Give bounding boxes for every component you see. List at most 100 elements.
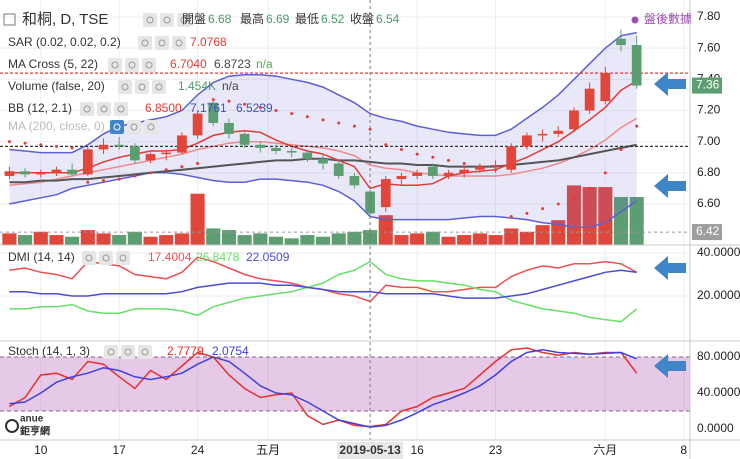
icon-box bbox=[138, 36, 152, 50]
crosshair-date: 2019-05-13 bbox=[339, 443, 401, 457]
icon-box bbox=[118, 80, 132, 94]
volume-bar bbox=[535, 225, 550, 245]
icon-box bbox=[121, 345, 135, 359]
indicator-name: MA Cross (5, 22) bbox=[8, 57, 98, 71]
icon-box bbox=[138, 345, 152, 359]
icon-box bbox=[177, 13, 191, 27]
volume-bar bbox=[237, 235, 252, 245]
sar-dot bbox=[541, 207, 545, 211]
legend-icon-eye[interactable] bbox=[138, 36, 152, 50]
stoch-line bbox=[9, 347, 638, 428]
candle-body bbox=[443, 172, 454, 176]
candle-body bbox=[20, 171, 30, 175]
icon-box bbox=[135, 80, 149, 94]
legend-icon-eye[interactable] bbox=[108, 58, 122, 72]
last-price: 7.36 bbox=[696, 78, 720, 92]
volume-bar bbox=[394, 235, 409, 245]
y-tick-label: 7.60 bbox=[697, 40, 721, 54]
volume-bar bbox=[472, 233, 487, 245]
candle-body bbox=[82, 149, 93, 175]
volume-bar bbox=[112, 235, 127, 245]
icon-glyph bbox=[130, 123, 138, 131]
legend-icon-eye[interactable] bbox=[110, 120, 124, 134]
candle-body bbox=[365, 191, 375, 214]
volume-bar bbox=[18, 235, 33, 245]
indicator-value: 6.7040 bbox=[170, 57, 207, 71]
volume-bar bbox=[347, 231, 362, 245]
legend-icon-close[interactable] bbox=[114, 102, 128, 116]
legend-icon-gear[interactable] bbox=[121, 345, 135, 359]
ohlc-value: 6.69 bbox=[266, 12, 290, 26]
badge-dot bbox=[631, 16, 639, 24]
legend-icon-close[interactable] bbox=[144, 120, 158, 134]
sar-dot bbox=[39, 143, 43, 147]
candle-body bbox=[239, 133, 250, 145]
icon-box bbox=[125, 58, 139, 72]
volume-bar bbox=[2, 233, 17, 245]
candle-body bbox=[177, 135, 187, 153]
sar-dot bbox=[321, 118, 325, 122]
ohlc-label: 開盤 bbox=[182, 12, 206, 26]
indicator-name: SAR (0.02, 0.02, 0.2) bbox=[8, 35, 121, 49]
candle-body bbox=[631, 45, 642, 86]
legend-icon-close[interactable] bbox=[177, 13, 191, 27]
legend-icon-eye[interactable] bbox=[143, 13, 157, 27]
x-tick-label: 16 bbox=[410, 443, 424, 457]
sar-dot bbox=[384, 143, 388, 147]
y-tick-label: 20.0000 bbox=[697, 288, 740, 302]
pointer-arrow bbox=[654, 174, 686, 198]
pointer-arrow bbox=[654, 256, 686, 280]
legend-icon-eye[interactable] bbox=[104, 345, 118, 359]
volume-bar bbox=[598, 187, 613, 245]
icon-box bbox=[97, 102, 111, 116]
stoch-line bbox=[9, 349, 637, 428]
candle-body bbox=[600, 73, 611, 102]
indicator-line bbox=[9, 80, 638, 190]
crosshair-price: 6.42 bbox=[696, 224, 720, 238]
candle-body bbox=[67, 169, 77, 175]
pointer-arrow bbox=[654, 354, 686, 378]
legend-icon-gear[interactable] bbox=[99, 251, 113, 265]
volume-bar bbox=[551, 220, 566, 245]
y-tick-label: 0.0000 bbox=[697, 421, 734, 435]
legend-icon-eye[interactable] bbox=[118, 80, 132, 94]
candle-body bbox=[537, 133, 548, 136]
icon-box bbox=[155, 36, 169, 50]
sar-dot bbox=[603, 171, 607, 175]
volume-bar bbox=[488, 235, 503, 245]
y-tick-label: 6.60 bbox=[697, 196, 721, 210]
dmi-value: 22.0509 bbox=[246, 250, 290, 264]
sar-dot bbox=[7, 140, 11, 144]
sar-dot bbox=[462, 161, 466, 165]
legend-icon-gear[interactable] bbox=[97, 102, 111, 116]
volume-bar bbox=[33, 231, 48, 245]
icon-glyph bbox=[124, 348, 132, 356]
badge: 盤後數據 bbox=[644, 12, 692, 26]
legend-icon-gear[interactable] bbox=[155, 36, 169, 50]
legend-icon-close[interactable] bbox=[142, 58, 156, 72]
indicator-value: n/a bbox=[256, 57, 273, 71]
icon-glyph bbox=[128, 61, 136, 69]
stoch-value: 2.7779 bbox=[167, 344, 204, 358]
icon-glyph bbox=[138, 83, 146, 91]
icon-glyph bbox=[107, 348, 115, 356]
legend-icon-gear[interactable] bbox=[135, 80, 149, 94]
legend-icon-close[interactable] bbox=[116, 251, 130, 265]
legend-icon-gear[interactable] bbox=[127, 120, 141, 134]
legend-icon-gear[interactable] bbox=[125, 58, 139, 72]
y-tick-label: 7.00 bbox=[697, 134, 721, 148]
indicator-value: 6.5239 bbox=[236, 101, 273, 115]
legend-icon-eye[interactable] bbox=[82, 251, 96, 265]
legend-icon-gear[interactable] bbox=[160, 13, 174, 27]
sar-dot bbox=[525, 211, 529, 215]
candle-body bbox=[396, 175, 407, 180]
sar-dot bbox=[352, 124, 356, 128]
legend-icon-close[interactable] bbox=[172, 36, 186, 50]
legend-icon-close[interactable] bbox=[152, 80, 166, 94]
candle-body bbox=[569, 110, 579, 130]
icon-glyph bbox=[155, 83, 163, 91]
y-tick-label: 6.80 bbox=[697, 165, 721, 179]
sar-dot bbox=[70, 146, 74, 150]
legend-icon-close[interactable] bbox=[138, 345, 152, 359]
legend-icon-eye[interactable] bbox=[80, 102, 94, 116]
